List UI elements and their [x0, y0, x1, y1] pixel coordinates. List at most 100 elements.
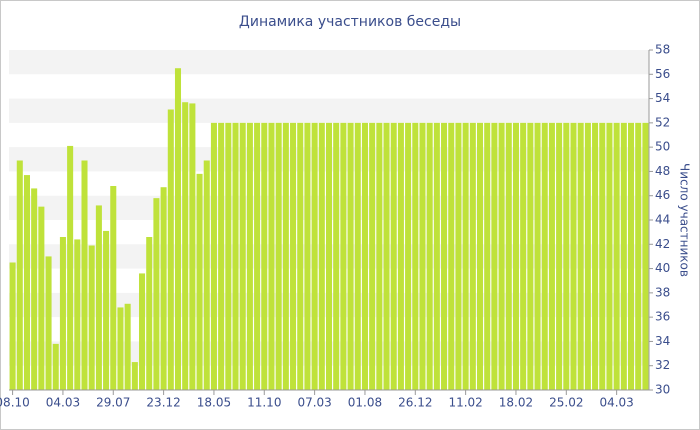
bar — [426, 122, 433, 390]
bar — [311, 122, 318, 390]
bar — [419, 122, 426, 390]
bar — [45, 256, 52, 390]
bar — [290, 122, 297, 390]
bar — [433, 122, 440, 390]
y-tick-label: 36 — [655, 310, 670, 324]
bar — [318, 122, 325, 390]
bar — [397, 122, 404, 390]
bar — [520, 122, 527, 390]
bar — [81, 160, 88, 390]
bar — [325, 122, 333, 390]
bar — [218, 122, 225, 390]
bar — [297, 122, 304, 390]
bar — [635, 122, 642, 390]
bar — [570, 122, 577, 390]
bar — [484, 122, 491, 390]
y-tick-label: 50 — [655, 140, 670, 154]
bar — [347, 122, 354, 390]
bar — [340, 122, 347, 390]
y-tick-label: 42 — [655, 237, 670, 251]
bar — [239, 122, 246, 390]
x-tick-label: 07.03 — [297, 396, 331, 410]
y-tick-label: 38 — [655, 285, 670, 299]
bar — [124, 303, 131, 390]
bar — [31, 188, 38, 390]
bar — [131, 362, 138, 390]
bar — [275, 122, 282, 390]
bar — [117, 307, 124, 390]
y-tick-label: 48 — [655, 164, 670, 178]
bar — [203, 160, 210, 390]
bar — [268, 122, 275, 390]
bar — [146, 237, 153, 390]
bar — [512, 122, 519, 390]
bar — [405, 122, 412, 390]
bar — [592, 122, 599, 390]
bar — [189, 103, 196, 390]
bar — [261, 122, 268, 390]
bar — [577, 122, 584, 390]
bar — [225, 122, 232, 390]
x-tick-label: 29.07 — [96, 396, 130, 410]
bar — [52, 343, 59, 390]
bar — [390, 122, 397, 390]
bar — [59, 237, 66, 390]
bar — [196, 173, 203, 390]
bar — [628, 122, 635, 390]
bar — [333, 122, 340, 390]
bar — [160, 187, 167, 390]
bar — [534, 122, 541, 390]
bar — [548, 122, 555, 390]
x-tick-label: 18.02 — [499, 396, 533, 410]
y-tick-label: 32 — [655, 358, 670, 372]
bar — [383, 122, 390, 390]
x-tick-label: 08.10 — [0, 396, 30, 410]
bar — [376, 122, 383, 390]
bar — [88, 245, 95, 390]
bar — [498, 122, 505, 390]
bar — [232, 122, 239, 390]
bar — [599, 122, 606, 390]
x-tick-label: 04.03 — [599, 396, 633, 410]
bar — [354, 122, 361, 390]
y-tick-label: 40 — [655, 261, 670, 275]
bar — [38, 206, 45, 390]
bar — [441, 122, 448, 390]
y-tick-label: 58 — [655, 43, 670, 57]
bar — [462, 122, 469, 390]
bar — [448, 122, 455, 390]
bar — [103, 230, 110, 390]
bar — [182, 102, 189, 390]
y-tick-label: 30 — [655, 383, 670, 397]
y-tick-label: 52 — [655, 115, 670, 129]
bar — [95, 205, 102, 390]
x-tick-label: 11.10 — [247, 396, 281, 410]
bar — [167, 109, 174, 390]
bar — [67, 145, 74, 390]
grid-band — [9, 50, 649, 75]
bar — [110, 186, 117, 390]
x-tick-label: 23.12 — [146, 396, 180, 410]
y-axis-label: Число участников — [678, 163, 692, 277]
x-tick-label: 11.02 — [448, 396, 482, 410]
bar — [139, 273, 146, 390]
bar — [210, 122, 217, 390]
bar — [620, 122, 627, 390]
bar — [584, 122, 591, 390]
grid-band — [9, 98, 649, 123]
x-tick-label: 26.12 — [398, 396, 432, 410]
bar — [541, 122, 548, 390]
bar — [282, 122, 289, 390]
bar — [23, 175, 30, 390]
bar — [606, 122, 613, 390]
bar — [153, 198, 160, 390]
bar — [556, 122, 563, 390]
bar — [563, 122, 570, 390]
bar — [74, 239, 81, 390]
y-tick-label: 34 — [655, 334, 670, 348]
bar — [246, 122, 253, 390]
bar — [254, 122, 261, 390]
bar — [527, 122, 534, 390]
x-tick-label: 04.03 — [46, 396, 80, 410]
